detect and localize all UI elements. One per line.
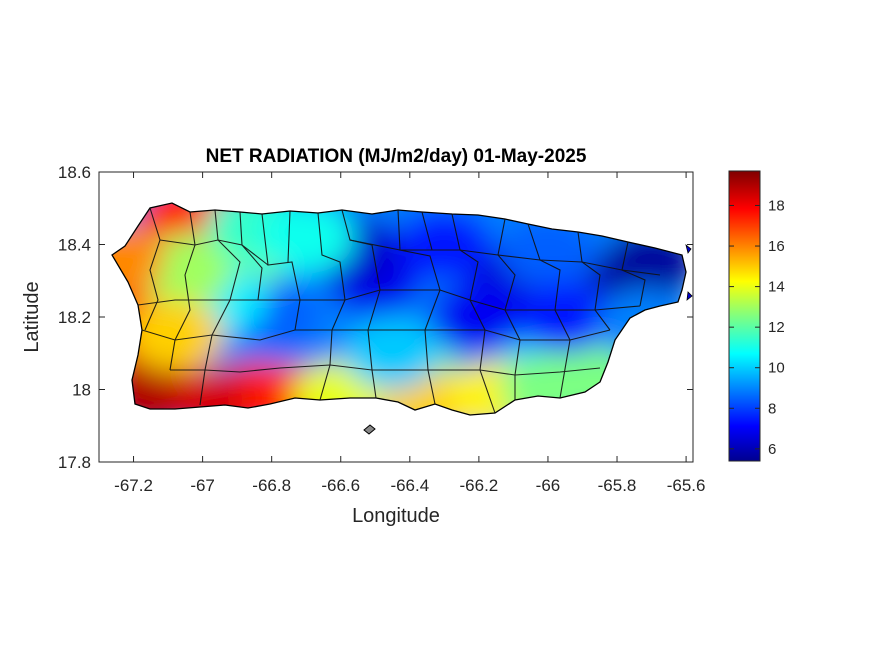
colorbar-tick-label: 14 — [768, 279, 785, 296]
municipality-border-17 — [159, 239, 269, 266]
x-tick-label: -66 — [536, 476, 561, 495]
small-island-caja-de-muertos — [363, 424, 376, 435]
x-tick-label: -67.2 — [114, 476, 153, 495]
municipality-border-15 — [137, 289, 641, 311]
x-tick-label: -65.6 — [667, 476, 706, 495]
municipality-border-19 — [170, 364, 601, 376]
colorbar — [728, 170, 761, 462]
colorbar-tick-label: 16 — [768, 238, 785, 255]
municipality-border-14 — [621, 241, 646, 307]
small-island-east — [685, 243, 692, 254]
map-title: NET RADIATION (MJ/m2/day) 01-May-2025 — [206, 146, 587, 167]
colorbar-ticks: 6 8 10 12 14 16 18 — [729, 197, 785, 458]
colorbar-tick-label: 10 — [768, 360, 785, 377]
x-tick-label: -67 — [190, 476, 215, 495]
colorbar-tick-label: 18 — [768, 197, 785, 214]
municipality-border-5 — [287, 210, 291, 263]
municipality-border-4 — [261, 213, 301, 331]
field-sample-28 — [258, 203, 355, 274]
small-island-east-2 — [686, 291, 693, 301]
field-sample-20 — [396, 208, 493, 281]
y-tick-label: 18.2 — [58, 308, 91, 327]
x-tick-label: -65.8 — [598, 476, 637, 495]
municipality-borders — [137, 207, 661, 414]
x-tick-label: -66.4 — [390, 476, 429, 495]
colorbar-tick-label: 12 — [768, 319, 785, 336]
field-sample-21 — [500, 215, 596, 288]
municipality-border-12 — [527, 223, 571, 399]
x-tick-label: -66.8 — [252, 476, 291, 495]
municipality-border-0 — [144, 207, 161, 331]
municipality-border-16 — [141, 329, 611, 341]
field-sample-12 — [171, 368, 268, 415]
y-axis: 17.8 18 18.2 18.4 18.6 — [58, 163, 693, 472]
y-tick-label: 18.4 — [58, 236, 91, 255]
y-tick-label: 17.8 — [58, 453, 91, 472]
field-sample-32 — [112, 223, 165, 295]
municipality-border-3 — [239, 211, 263, 301]
x-axis: -67.2 -67 -66.8 -66.6 -66.4 -66.2 -66 -65.8 -65.… — [114, 172, 705, 495]
x-axis-label: Longitude — [352, 505, 440, 527]
y-tick-label: 18.6 — [58, 163, 91, 182]
municipality-border-1 — [169, 211, 196, 371]
y-tick-label: 18 — [72, 381, 91, 400]
municipality-border-9 — [421, 211, 433, 251]
municipality-border-18 — [349, 239, 661, 276]
colorbar-tick-label: 8 — [768, 400, 776, 417]
colorbar-tick-label: 6 — [768, 441, 776, 458]
municipality-border-13 — [577, 231, 611, 331]
y-axis-label: Latitude — [21, 281, 43, 352]
x-tick-label: -66.6 — [321, 476, 360, 495]
x-tick-label: -66.2 — [460, 476, 499, 495]
